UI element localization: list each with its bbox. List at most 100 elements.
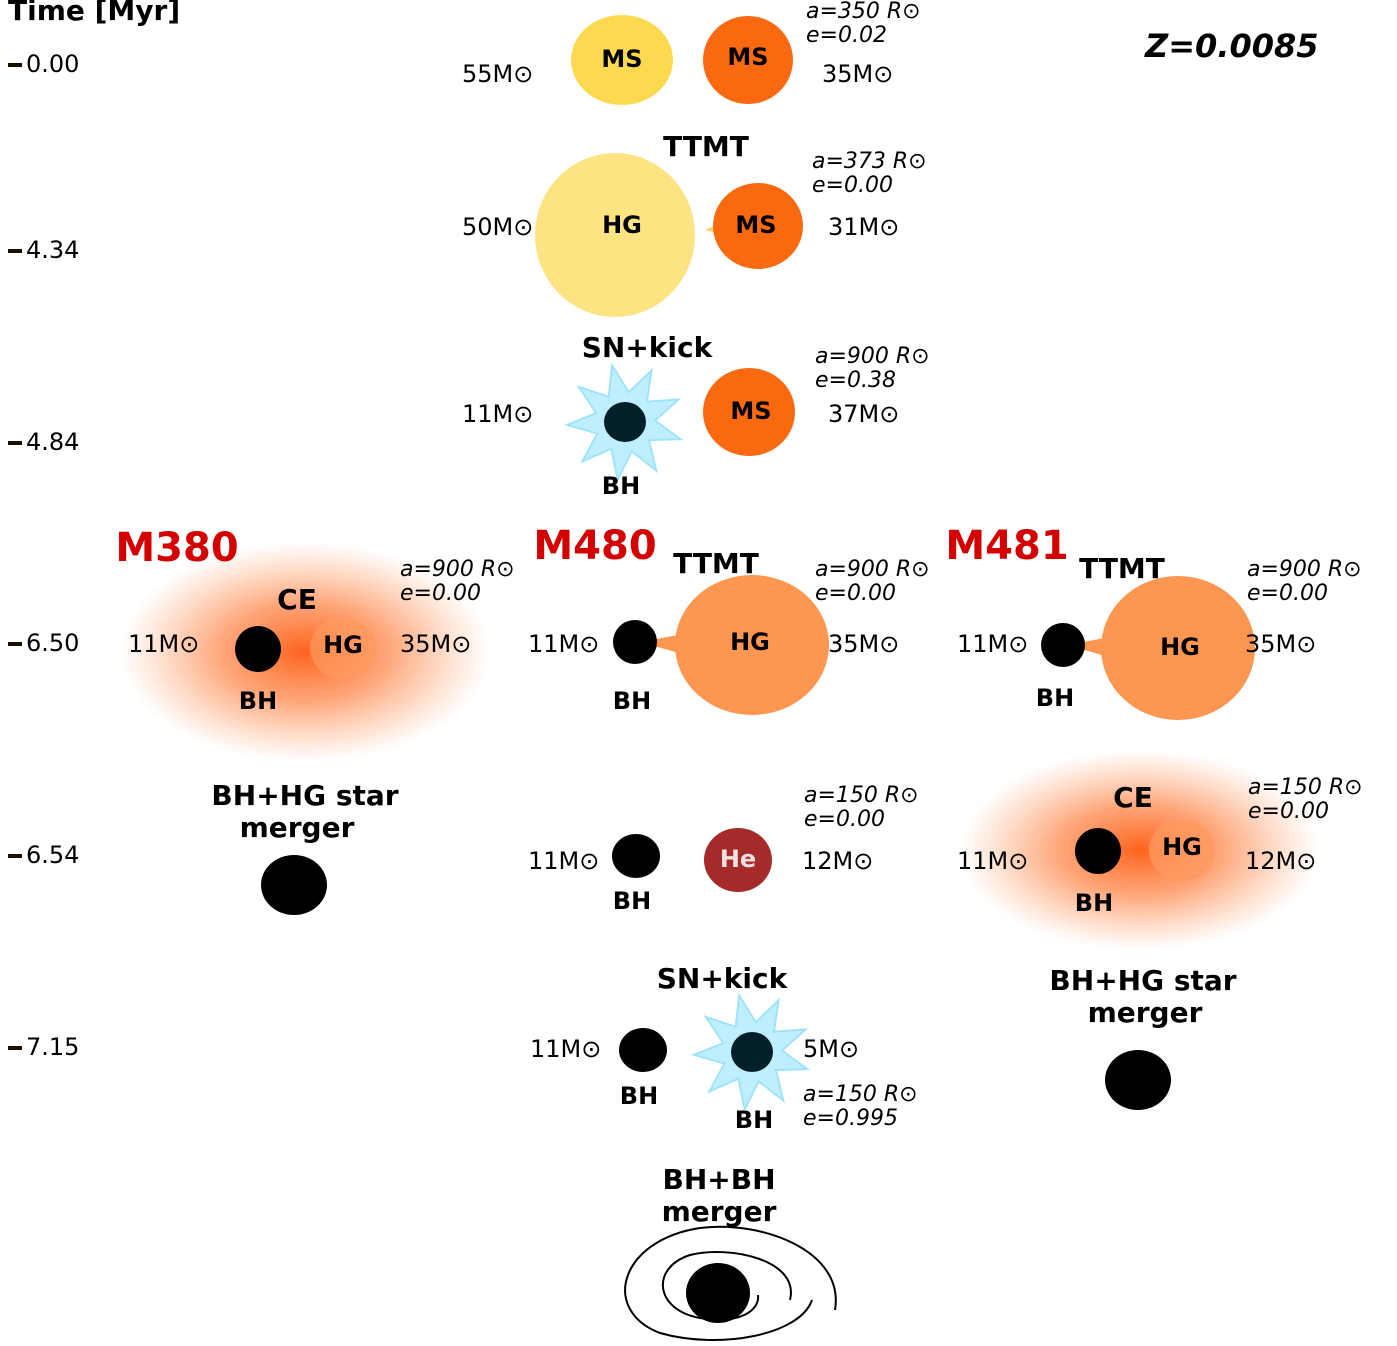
separation-label: a=350 R⊙ [806,0,921,24]
eccentricity-label: e=0.995 [803,1106,898,1131]
star-label: BH [735,1106,773,1134]
mass-label: 11M⊙ [528,630,599,658]
tick-label: 6.54 [26,841,79,869]
star [612,834,660,878]
tick-label: 4.34 [26,236,79,264]
star-label: MS [730,397,771,425]
star [310,617,376,679]
separation-label: a=150 R⊙ [1248,775,1363,800]
mass-label: 11M⊙ [128,630,199,658]
star [1149,819,1215,881]
star-label: BH [613,687,651,715]
eccentricity-label: e=0.00 [815,581,896,606]
star [713,183,803,269]
star [1041,623,1085,667]
mass-label: 5M⊙ [803,1035,859,1063]
mass-label: 11M⊙ [957,630,1028,658]
eccentricity-label: e=0.00 [400,581,481,606]
separation-label: a=900 R⊙ [815,344,930,369]
event-label: SN+kick [657,962,789,995]
event-label: CE [1113,781,1153,814]
star-label: MS [727,43,768,71]
eccentricity-label: e=0.02 [806,23,887,48]
event-label: SN+kick [582,331,714,364]
model-label: M481 [945,523,1068,569]
star-label: He [720,845,756,873]
eccentricity-label: e=0.38 [815,368,896,393]
star [619,1028,667,1072]
mass-label: 35M⊙ [400,630,471,658]
eccentricity-label: e=0.00 [812,173,893,198]
star [703,16,793,104]
separation-label: a=150 R⊙ [804,783,919,808]
star [261,855,327,915]
separation-label: a=900 R⊙ [400,557,515,582]
star [604,402,646,442]
star [1101,576,1255,720]
tick-label: 7.15 [26,1033,79,1061]
separation-label: a=150 R⊙ [803,1082,918,1107]
mass-label: 31M⊙ [828,213,899,241]
star [613,620,657,664]
star-label: HG [323,631,363,659]
star [120,542,490,762]
event-label: TTMT [1079,552,1165,585]
model-label: M380 [115,525,238,571]
event-label: merger [240,811,355,844]
star-label: BH [620,1082,658,1110]
model-label: M480 [533,523,656,569]
star-label: BH [613,887,651,915]
mass-label: 12M⊙ [802,847,873,875]
event-label: BH+HG star [211,779,398,812]
star-label: BH [1075,889,1113,917]
mass-label: 11M⊙ [528,847,599,875]
event-label: merger [1088,996,1203,1029]
star [571,15,673,105]
star-label: HG [1162,833,1202,861]
mass-label: 11M⊙ [462,400,533,428]
star [960,750,1320,950]
star [703,368,795,456]
tick-label: 6.50 [26,629,79,657]
mass-label: 12M⊙ [1245,847,1316,875]
star [675,575,829,715]
star-label: HG [602,211,642,239]
mass-label: 35M⊙ [828,630,899,658]
mass-label: 11M⊙ [530,1035,601,1063]
eccentricity-label: e=0.00 [1248,799,1329,824]
event-label: TTMT [673,547,759,580]
star-label: MS [601,45,642,73]
event-label: merger [662,1195,777,1228]
star-label: BH [1036,684,1074,712]
star [1075,828,1121,874]
star-label: MS [735,211,776,239]
eccentricity-label: e=0.00 [1247,581,1328,606]
axis-title: Time [Myr] [8,0,180,27]
tick-label: 0.00 [26,50,79,78]
star [535,153,695,317]
star-label: HG [1160,633,1200,661]
star [235,626,281,672]
mass-label: 50M⊙ [462,213,533,241]
metallicity: Z=0.0085 [1144,27,1319,65]
star-label: BH [602,472,640,500]
separation-label: a=900 R⊙ [1247,557,1362,582]
star [704,828,772,892]
separation-label: a=373 R⊙ [812,149,927,174]
mass-label: 35M⊙ [1245,630,1316,658]
star [1105,1050,1171,1110]
event-label: CE [277,583,317,616]
mass-label: 35M⊙ [822,60,893,88]
event-label: BH+BH [662,1163,775,1196]
eccentricity-label: e=0.00 [804,807,885,832]
star [686,1263,750,1323]
mass-label: 11M⊙ [957,847,1028,875]
star-label: BH [239,687,277,715]
star-label: HG [730,628,770,656]
event-label: BH+HG star [1049,964,1236,997]
mass-label: 55M⊙ [462,60,533,88]
mass-label: 37M⊙ [828,400,899,428]
tick-label: 4.84 [26,428,79,456]
separation-label: a=900 R⊙ [815,557,930,582]
